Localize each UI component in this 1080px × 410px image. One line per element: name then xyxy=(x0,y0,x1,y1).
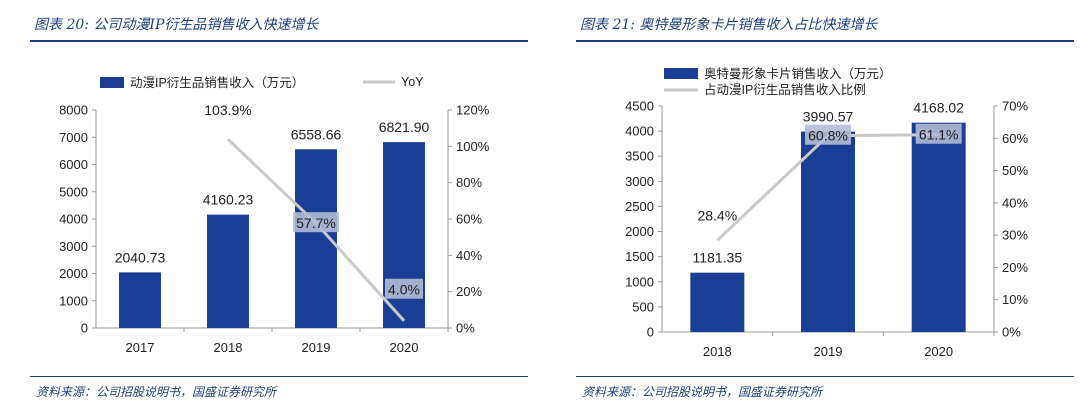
chart-title: 图表 20: 公司动漫IP衍生品销售收入快速增长 xyxy=(34,17,319,33)
x-tick-label: 2018 xyxy=(214,340,243,355)
bar-value-label: 6558.66 xyxy=(291,126,342,142)
bar xyxy=(383,142,425,328)
y-tick-label-left: 4500 xyxy=(625,99,654,114)
chart-title: 图表 21: 奥特曼形象卡片销售收入占比快速增长 xyxy=(580,17,878,33)
title-rule xyxy=(30,40,528,42)
y-tick-label-right: 60% xyxy=(456,212,482,227)
legend-line-label: YoY xyxy=(401,75,424,89)
legend-bar-label: 动漫IP衍生品销售收入（万元） xyxy=(130,75,304,90)
line-value-label: 4.0% xyxy=(388,282,420,298)
line-value-label: 61.1% xyxy=(919,127,959,143)
chart-panel-right: 图表 21: 奥特曼形象卡片销售收入占比快速增长 奥特曼形象卡片销售收入（万元）… xyxy=(546,0,1080,410)
y-tick-label-left: 1500 xyxy=(625,249,654,264)
y-tick-label-left: 2500 xyxy=(625,199,654,214)
bar-value-label: 4160.23 xyxy=(203,192,254,208)
y-tick-label-left: 3000 xyxy=(59,239,88,254)
line-value-label: 103.9% xyxy=(204,102,251,118)
chart-card-revenue-share: 奥特曼形象卡片销售收入（万元）占动漫IP衍生品销售收入比例 0 500 1000 150… xyxy=(625,66,1028,359)
bar-value-label: 6821.90 xyxy=(379,119,430,135)
y-tick-label-right: 20% xyxy=(1002,260,1028,275)
y-tick-label-left: 6000 xyxy=(59,157,88,172)
y-tick-label-right: 10% xyxy=(1002,292,1028,307)
line-label-box xyxy=(915,123,962,144)
y-tick-label-left: 7000 xyxy=(59,130,88,145)
x-tick-label: 2017 xyxy=(126,340,155,355)
chart-revenue-yoy: 动漫IP衍生品销售收入（万元） YoY 0 1000 2000 3000 4000 5000 6… xyxy=(59,75,490,355)
bar-value-label: 1181.35 xyxy=(693,250,743,266)
bar xyxy=(690,272,745,332)
bar-value-label: 3990.57 xyxy=(803,109,854,125)
x-tick-label: 2020 xyxy=(924,344,953,359)
y-tick-label-left: 8000 xyxy=(59,103,88,118)
bar-value-label: 2040.73 xyxy=(115,249,166,265)
y-tick-label-right: 0% xyxy=(456,321,475,336)
legend-line-label: 占动漫IP衍生品销售收入比例 xyxy=(704,82,866,97)
y-tick-label-left: 2000 xyxy=(59,266,88,281)
y-tick-label-right: 20% xyxy=(456,284,482,299)
bar-value-label: 4168.02 xyxy=(913,100,964,116)
source-rule xyxy=(30,376,528,377)
line-value-label: 28.4% xyxy=(697,207,737,223)
y-tick-label-left: 3000 xyxy=(625,174,654,189)
bar xyxy=(801,131,855,332)
chart-panel-left: 图表 20: 公司动漫IP衍生品销售收入快速增长 动漫IP衍生品销售收入（万元）… xyxy=(0,0,534,410)
legend-bar-label: 奥特曼形象卡片销售收入（万元） xyxy=(704,66,892,81)
x-tick-label: 2019 xyxy=(814,344,843,359)
line-value-label: 60.8% xyxy=(808,128,848,144)
x-tick-label: 2020 xyxy=(390,340,419,355)
y-tick-label-left: 2000 xyxy=(625,224,654,239)
x-tick-label: 2019 xyxy=(302,340,331,355)
y-tick-label-left: 1000 xyxy=(625,274,654,289)
y-tick-label-right: 80% xyxy=(456,175,482,190)
bar xyxy=(119,272,161,328)
chart-source: 资料来源：公司招股说明书，国盛证券研究所 xyxy=(36,385,277,399)
legend-bar-swatch xyxy=(100,77,124,88)
y-tick-label-left: 0 xyxy=(647,325,654,340)
y-tick-label-left: 500 xyxy=(632,299,654,314)
y-tick-label-left: 4000 xyxy=(59,212,88,227)
legend-bar-swatch xyxy=(664,68,698,79)
y-tick-label-right: 50% xyxy=(1002,163,1028,178)
y-tick-label-left: 5000 xyxy=(59,184,88,199)
y-tick-label-right: 30% xyxy=(1002,228,1028,243)
y-tick-label-right: 70% xyxy=(1002,99,1028,114)
y-tick-label-right: 100% xyxy=(456,139,490,154)
line-label-box xyxy=(293,212,339,233)
chart-source: 资料来源：公司招股说明书，国盛证券研究所 xyxy=(582,385,823,399)
source-rule xyxy=(576,376,1074,377)
y-tick-label-right: 40% xyxy=(456,248,482,263)
line-label-box xyxy=(385,278,423,299)
title-rule xyxy=(576,40,1074,42)
bar xyxy=(207,214,249,328)
y-tick-label-right: 60% xyxy=(1002,131,1028,146)
y-tick-label-left: 1000 xyxy=(59,293,88,308)
y-tick-label-right: 40% xyxy=(1002,195,1028,210)
line-value-label: 57.7% xyxy=(296,215,336,231)
line-label-box xyxy=(805,124,851,145)
bar xyxy=(911,122,966,332)
y-tick-label-left: 0 xyxy=(81,321,88,336)
y-tick-label-left: 3500 xyxy=(625,149,654,164)
y-tick-label-left: 4000 xyxy=(625,124,654,139)
y-tick-label-right: 120% xyxy=(456,103,490,118)
x-tick-label: 2018 xyxy=(703,344,732,359)
y-tick-label-right: 0% xyxy=(1002,325,1021,340)
